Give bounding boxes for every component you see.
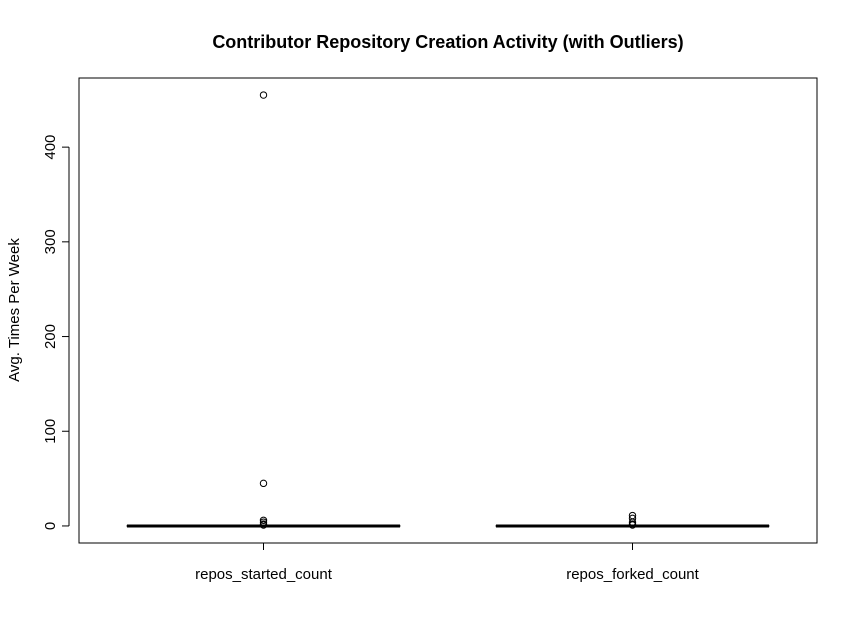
y-tick-label: 300: [42, 229, 59, 254]
x-ticks: repos_started_count repos_forked_count: [195, 543, 700, 583]
outlier-point: [628, 521, 637, 529]
outlier-point: [259, 479, 268, 488]
outlier-point: [628, 518, 637, 526]
x-tick-label: repos_started_count: [195, 566, 333, 583]
y-ticks: 0 100 200 300 400: [42, 135, 69, 530]
boxes: [126, 91, 770, 529]
chart-title: Contributor Repository Creation Activity…: [212, 32, 683, 52]
box-repos_forked_count: [495, 511, 770, 529]
y-tick-label: 100: [42, 419, 59, 444]
outlier-point: [259, 521, 268, 529]
y-tick-label: 200: [42, 324, 59, 349]
outlier-point: [259, 91, 268, 99]
y-tick-label: 400: [42, 135, 59, 160]
y-axis-label: Avg. Times Per Week: [6, 238, 23, 382]
plot-frame: [78, 77, 818, 544]
y-tick-label: 0: [42, 522, 59, 530]
x-tick-label: repos_forked_count: [566, 566, 699, 583]
box-repos_started_count: [126, 91, 401, 529]
outlier-point: [259, 518, 268, 526]
outlier-point: [259, 516, 268, 524]
